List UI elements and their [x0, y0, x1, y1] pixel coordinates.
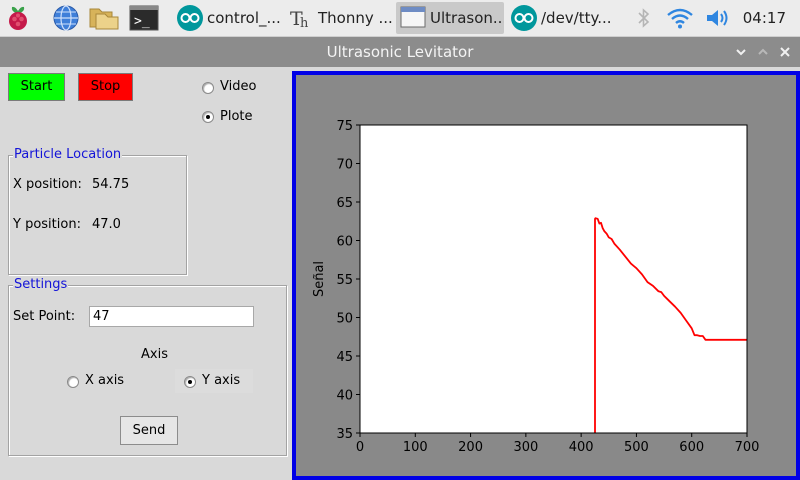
video-radio[interactable] — [202, 82, 214, 94]
stop-button[interactable]: Stop — [78, 73, 133, 101]
plot-area — [360, 125, 747, 433]
clock[interactable]: 04:17 — [742, 9, 786, 27]
video-radio-label[interactable]: Video — [220, 79, 257, 94]
svg-text:T: T — [290, 8, 303, 30]
thonny-icon: T h — [288, 5, 314, 31]
start-button[interactable]: Start — [8, 73, 65, 101]
wifi-icon[interactable] — [664, 3, 696, 33]
bluetooth-icon[interactable] — [628, 3, 660, 33]
task-control[interactable]: control_... — [173, 2, 283, 34]
web-browser-icon[interactable] — [50, 3, 82, 33]
y-position-value: 47.0 — [92, 217, 121, 232]
y-tick-label: 40 — [336, 389, 353, 404]
x-tick-label: 100 — [403, 440, 428, 455]
window-icon — [400, 5, 426, 31]
x-tick-label: 200 — [458, 440, 483, 455]
x-tick-label: 0 — [356, 440, 364, 455]
task-ultrasonic[interactable]: Ultrason... — [396, 2, 504, 34]
svg-text:h: h — [300, 16, 309, 31]
y-tick-label: 65 — [336, 196, 353, 211]
signal-chart: 0 100 200 300 400 500 600 700 35 40 45 50 55 60 65 70 75… — [312, 119, 760, 455]
x-axis-radio[interactable] — [67, 376, 79, 388]
task-label: control_... — [207, 9, 281, 27]
task-label: /dev/tty... — [541, 9, 612, 27]
y-tick-label: 55 — [336, 273, 353, 288]
task-dev-tty[interactable]: /dev/tty... — [507, 2, 615, 34]
task-thonny[interactable]: T h Thonny ... — [284, 2, 394, 34]
series-line-0 — [594, 217, 747, 433]
y-axis-label[interactable]: Y axis — [202, 373, 241, 388]
y-tick-label: 70 — [336, 158, 353, 173]
task-label: Thonny ... — [318, 9, 393, 27]
plot-panel: 0 100 200 300 400 500 600 700 35 40 45 50 55 60 65 70 75… — [292, 71, 800, 480]
window-title: Ultrasonic Levitator — [326, 43, 474, 61]
taskbar: >_ control_... T h Thonny ... Ultrason..… — [0, 0, 800, 37]
arduino-icon — [177, 5, 203, 31]
settings-title: Settings — [13, 277, 69, 292]
window-titlebar[interactable]: Ultrasonic Levitator — [0, 37, 800, 67]
particle-location-title: Particle Location — [13, 147, 123, 162]
plote-radio-label[interactable]: Plote — [220, 109, 253, 124]
close-icon[interactable] — [776, 43, 794, 61]
y-tick-label: 50 — [336, 312, 353, 327]
particle-location-frame — [8, 155, 187, 275]
x-axis-label[interactable]: X axis — [85, 373, 125, 388]
x-position-value: 54.75 — [92, 177, 130, 192]
x-tick-label: 400 — [569, 440, 594, 455]
x-tick-label: 300 — [513, 440, 538, 455]
y-tick-label: 75 — [336, 119, 353, 134]
svg-text:>_: >_ — [134, 14, 150, 29]
task-label: Ultrason... — [430, 9, 504, 27]
set-point-input[interactable] — [89, 306, 254, 327]
y-axis-radio[interactable] — [184, 376, 196, 388]
file-manager-icon[interactable] — [88, 3, 120, 33]
y-tick-label: 45 — [336, 350, 353, 365]
chevron-up-icon[interactable] — [754, 43, 772, 61]
y-tick-label: 35 — [336, 427, 353, 442]
x-tick-label: 700 — [735, 440, 760, 455]
arduino-icon — [511, 5, 537, 31]
axis-label: Axis — [141, 347, 168, 362]
settings-frame — [8, 285, 287, 456]
plote-radio[interactable] — [202, 111, 214, 123]
volume-icon[interactable] — [702, 3, 734, 33]
x-tick-label: 500 — [624, 440, 649, 455]
raspberry-pi-menu-icon[interactable] — [2, 3, 34, 33]
set-point-label: Set Point: — [13, 309, 76, 324]
y-tick-label: 60 — [336, 235, 353, 250]
send-button[interactable]: Send — [120, 416, 178, 445]
x-position-label: X position: — [13, 177, 82, 192]
terminal-icon[interactable]: >_ — [128, 3, 160, 33]
chevron-down-icon[interactable] — [732, 43, 750, 61]
y-position-label: Y position: — [13, 217, 81, 232]
y-axis-label: Señal — [312, 261, 327, 297]
x-tick-label: 600 — [679, 440, 704, 455]
